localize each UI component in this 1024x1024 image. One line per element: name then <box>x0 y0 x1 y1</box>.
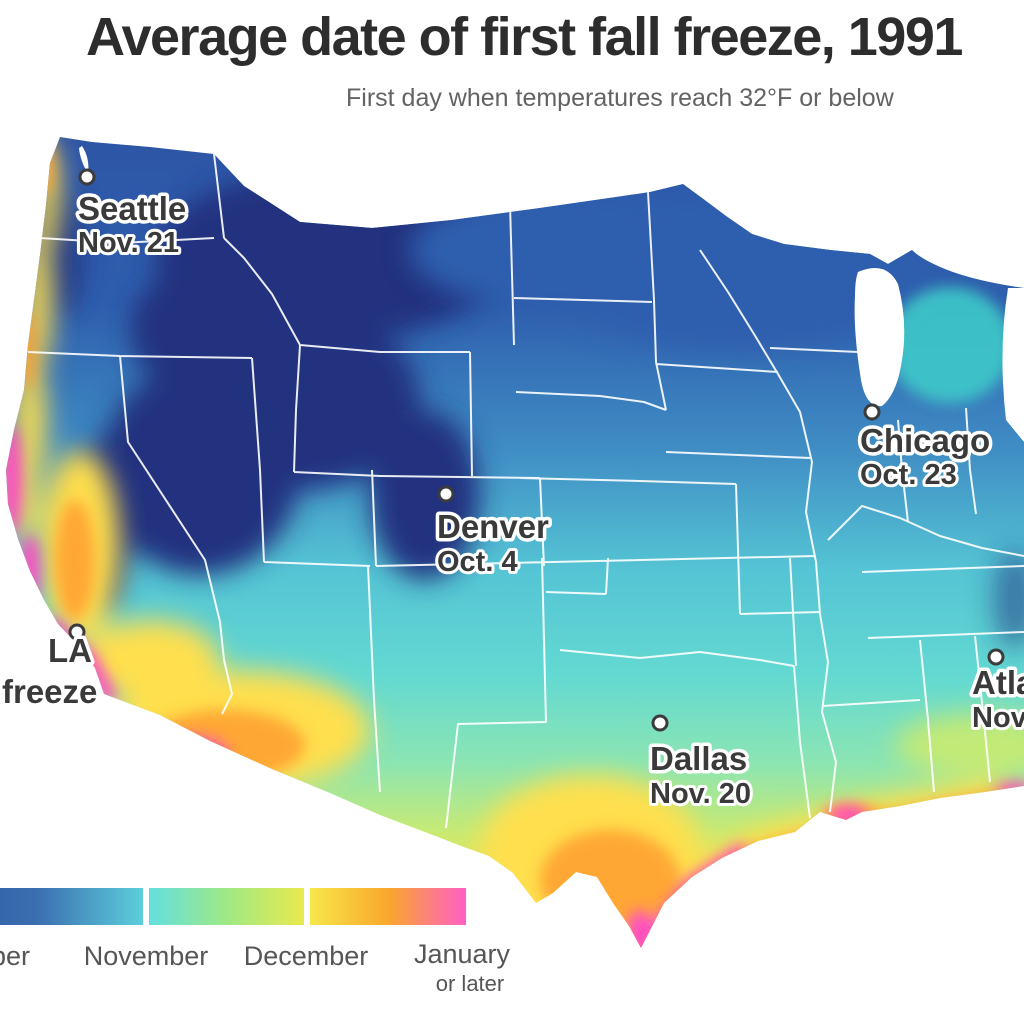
city-denver: Denver Oct. 4 <box>434 485 553 581</box>
seattle-date: Nov. 21 <box>78 227 179 259</box>
lake-huron-north <box>912 244 1024 288</box>
great-lakes <box>79 146 1024 442</box>
denver-date: Oct. 4 <box>437 546 518 578</box>
page-subtitle: First day when temperatures reach 32°F o… <box>346 84 894 112</box>
atlanta-label: Atlanta <box>972 664 1024 701</box>
chicago-dot <box>863 403 881 421</box>
la-freeze-note: freeze <box>2 673 97 710</box>
dallas-date: Nov. 20 <box>650 778 751 810</box>
city-la: LA freeze <box>0 623 101 714</box>
city-chicago: Chicago Oct. 23 <box>857 403 994 494</box>
denver-dot <box>437 485 455 503</box>
chicago-date: Oct. 23 <box>860 459 957 491</box>
la-dot <box>68 623 86 641</box>
city-dallas: Dallas Nov. 20 <box>647 714 754 813</box>
city-atlanta: Atlanta Nov. <box>969 648 1024 737</box>
lake-michigan <box>854 268 905 407</box>
la-label: LA <box>48 632 92 669</box>
dallas-label: Dallas <box>650 740 747 777</box>
seattle-label: Seattle <box>78 190 186 227</box>
atlanta-date: Nov. <box>972 702 1024 734</box>
dallas-dot <box>651 714 669 732</box>
puget-sound <box>79 146 89 174</box>
lake-huron-east <box>1002 288 1024 442</box>
city-markers: Seattle Nov. 21 Chicago Oct. 23 Denver O… <box>0 168 1024 813</box>
michigan-teal-blob <box>888 287 1012 403</box>
chicago-label: Chicago <box>860 422 990 459</box>
state-borders <box>27 153 1024 829</box>
denver-label: Denver <box>437 508 549 545</box>
city-seattle: Seattle Nov. 21 <box>75 168 190 262</box>
seattle-dot <box>78 168 96 186</box>
page-title: Average date of first fall freeze, 1991 <box>86 7 963 67</box>
atlanta-dot <box>987 648 1005 666</box>
